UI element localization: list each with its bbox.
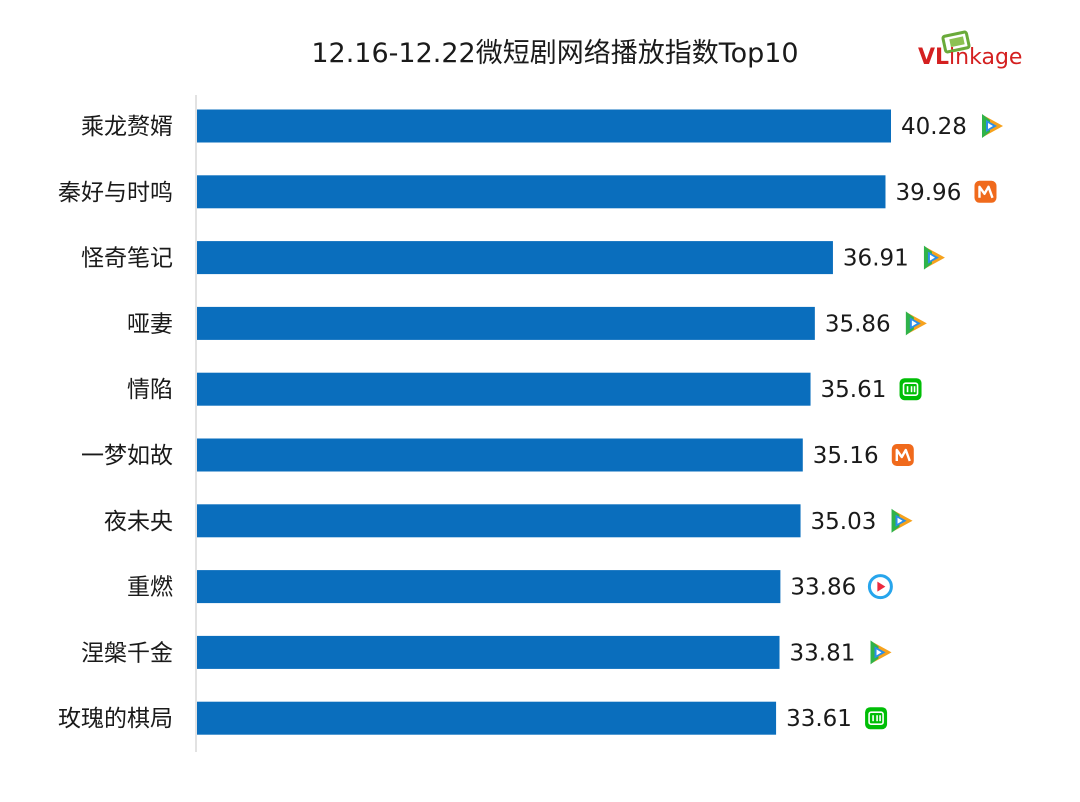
bar: [197, 306, 815, 340]
bar: [197, 504, 801, 538]
category-label: 涅槃千金: [81, 640, 173, 666]
iqiyi-icon: [899, 378, 922, 401]
bars-layer: 乘龙赘婿 40.28 秦好与时鸣 39.96 怪奇笔记 36.91 哑妻 35.86 情陷 35.…: [58, 109, 1003, 735]
tencent-video-icon: [923, 245, 945, 270]
vlinkage-logo: VLinkage: [918, 30, 1022, 70]
category-label: 情陷: [127, 377, 173, 403]
value-label: 35.16: [813, 443, 879, 469]
value-label: 33.81: [790, 640, 856, 666]
logo-frame-icon: [941, 30, 971, 54]
bar: [197, 241, 833, 275]
value-label: 33.61: [786, 706, 852, 732]
bar: [197, 635, 780, 669]
tencent-video-icon: [982, 114, 1003, 138]
category-label: 玫瑰的棋局: [58, 706, 173, 732]
mango-tv-icon: [974, 180, 997, 203]
bar: [197, 438, 803, 472]
svg-text:VLinkage: VLinkage: [918, 45, 1022, 70]
bar: [197, 701, 777, 735]
bar: [197, 570, 781, 604]
logo-text-vl: VL: [918, 45, 949, 70]
tencent-video-icon: [905, 311, 927, 336]
category-label: 哑妻: [127, 311, 173, 337]
category-label: 乘龙赘婿: [81, 114, 173, 140]
value-label: 35.03: [811, 509, 877, 535]
value-label: 36.91: [843, 246, 909, 272]
value-label: 33.86: [790, 575, 856, 601]
category-label: 夜未央: [104, 509, 173, 535]
category-label: 一梦如故: [81, 443, 173, 469]
bar: [197, 109, 891, 143]
value-label: 39.96: [895, 180, 961, 206]
tencent-video-icon: [870, 640, 892, 665]
category-label: 秦好与时鸣: [58, 180, 173, 206]
bar: [197, 175, 886, 209]
mango-tv-icon: [891, 444, 914, 466]
category-label: 重燃: [127, 575, 173, 601]
youku-icon: [867, 574, 893, 600]
logo-text-inkage: inkage: [949, 45, 1022, 70]
value-label: 40.28: [901, 114, 967, 140]
chart-title: 12.16-12.22微短剧网络播放指数Top10: [311, 38, 798, 69]
tencent-video-icon: [891, 508, 913, 533]
value-label: 35.61: [821, 377, 887, 403]
iqiyi-icon: [865, 707, 888, 730]
bar: [197, 372, 811, 406]
category-label: 怪奇笔记: [81, 246, 173, 272]
value-label: 35.86: [825, 311, 891, 337]
